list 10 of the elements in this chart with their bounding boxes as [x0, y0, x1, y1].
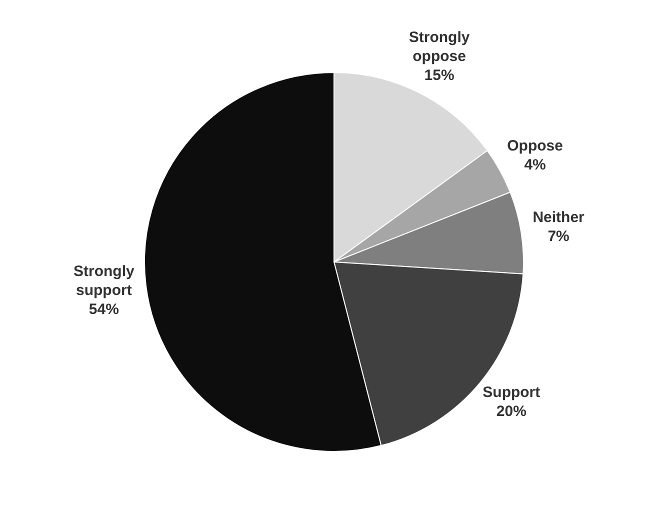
- data-label: 15%: [424, 67, 454, 84]
- data-label: 4%: [524, 156, 546, 174]
- slice-label: Oppose: [507, 137, 563, 154]
- slice-label: Strongly oppose: [408, 29, 470, 66]
- slice-label: Neither: [532, 209, 585, 226]
- data-label: 7%: [548, 228, 570, 246]
- slice-label: Strongly support: [73, 262, 135, 299]
- data-label: 20%: [496, 403, 526, 420]
- slice-label: Support: [482, 384, 540, 402]
- data-label: 54%: [88, 300, 119, 318]
